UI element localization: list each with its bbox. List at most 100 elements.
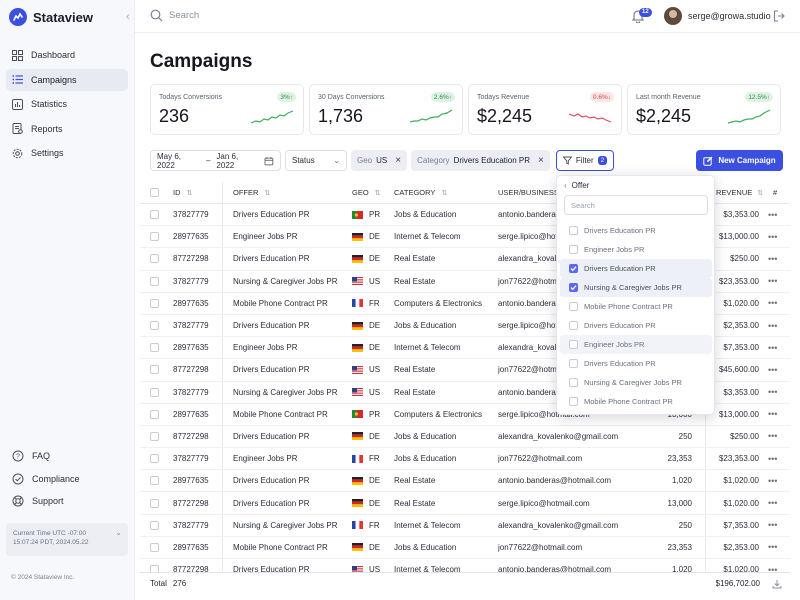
option-checkbox[interactable] xyxy=(569,359,578,368)
row-checkbox[interactable] xyxy=(150,365,159,375)
offer-option[interactable]: Drivers Education PR xyxy=(560,221,712,240)
column-user[interactable]: USER/BUSINESS xyxy=(498,182,556,203)
collapse-sidebar-icon[interactable]: ‹ xyxy=(126,11,130,23)
row-checkbox[interactable] xyxy=(150,409,159,419)
sidebar-item-support[interactable]: Support xyxy=(6,490,128,513)
offer-option[interactable]: Drivers Education PR xyxy=(560,316,712,335)
more-actions-icon[interactable]: ••• xyxy=(768,320,778,331)
sidebar-item-faq[interactable]: ? FAQ xyxy=(6,445,128,468)
row-checkbox[interactable] xyxy=(150,520,159,530)
row-checkbox[interactable] xyxy=(150,254,159,264)
table-row[interactable]: 37827779 Nursing & Caregiver Jobs PR US Rea… xyxy=(140,271,790,293)
chevron-left-icon[interactable]: ‹ xyxy=(564,181,567,190)
more-actions-icon[interactable]: ••• xyxy=(768,475,778,486)
search-input[interactable]: Search xyxy=(169,10,200,21)
new-campaign-button[interactable]: New Campaign xyxy=(696,150,783,171)
table-row[interactable]: 28977635 Mobile Phone Contract PR FR Comput… xyxy=(140,293,790,315)
global-search[interactable]: Search xyxy=(150,9,199,22)
current-time-box[interactable]: Current Time UTC -07:00 15:07:24 PDT, 20… xyxy=(6,523,128,556)
table-row[interactable]: 37827779 Nursing & Caregiver Jobs PR FR Int… xyxy=(140,515,790,537)
table-row[interactable]: 37827779 Engineer Jobs PR FR Jobs & Educati… xyxy=(140,448,790,471)
option-checkbox[interactable] xyxy=(569,226,578,235)
category-filter-chip[interactable]: Category Drivers Education PR × xyxy=(411,150,550,171)
select-all-checkbox[interactable] xyxy=(150,188,159,197)
row-checkbox[interactable] xyxy=(150,321,159,331)
row-checkbox[interactable] xyxy=(150,542,159,552)
more-actions-icon[interactable]: ••• xyxy=(768,364,778,375)
more-actions-icon[interactable]: ••• xyxy=(768,542,778,553)
table-row[interactable]: 37827779 Drivers Education PR DE Jobs & Edu… xyxy=(140,315,790,338)
offer-option[interactable]: Engineer Jobs PR xyxy=(560,335,712,354)
table-row[interactable]: 87727298 Drivers Education PR DE Real Estat… xyxy=(140,492,790,515)
sidebar-item-reports[interactable]: Reports xyxy=(6,118,128,140)
sidebar-item-settings[interactable]: Settings xyxy=(6,142,128,164)
more-actions-icon[interactable]: ••• xyxy=(768,564,778,575)
column-id[interactable]: ID ⇅ xyxy=(173,182,192,203)
more-actions-icon[interactable]: ••• xyxy=(768,431,778,442)
table-row[interactable]: 28977635 Mobile Phone Contract PR DE Jobs &… xyxy=(140,537,790,559)
option-checkbox[interactable] xyxy=(569,321,578,330)
offer-option[interactable]: Nursing & Caregiver Jobs PR xyxy=(560,373,712,392)
table-row[interactable]: 28977635 Engineer Jobs PR DE Internet & Tel… xyxy=(140,226,790,249)
row-checkbox[interactable] xyxy=(150,498,159,508)
row-checkbox[interactable] xyxy=(150,431,159,441)
table-row[interactable]: 87727298 Drivers Education PR US Real Estat… xyxy=(140,359,790,382)
avatar[interactable] xyxy=(664,7,682,25)
more-actions-icon[interactable]: ••• xyxy=(768,387,778,398)
column-category[interactable]: CATEGORY ⇅ xyxy=(394,182,447,203)
sidebar-item-statistics[interactable]: Statistics xyxy=(6,93,128,115)
more-actions-icon[interactable]: ••• xyxy=(768,342,778,353)
table-row[interactable]: 37827779 Drivers Education PR PR Jobs & Edu… xyxy=(140,204,790,227)
offer-option[interactable]: Drivers Education PR xyxy=(560,259,712,278)
download-icon[interactable] xyxy=(772,573,782,594)
more-actions-icon[interactable]: ••• xyxy=(768,209,778,220)
more-actions-icon[interactable]: ••• xyxy=(768,520,778,531)
row-checkbox[interactable] xyxy=(150,210,159,220)
option-checkbox[interactable] xyxy=(569,397,578,406)
column-geo[interactable]: GEO ⇅ xyxy=(352,182,381,203)
table-row[interactable]: 37827779 Nursing & Caregiver Jobs PR US Rea… xyxy=(140,382,790,404)
date-range-picker[interactable]: May 6, 2022 – Jan 6, 2022 xyxy=(150,150,281,171)
column-revenue[interactable]: REVENUE ⇅ xyxy=(716,182,763,203)
more-actions-icon[interactable]: ••• xyxy=(768,298,778,309)
brand[interactable]: Stataview xyxy=(9,8,93,26)
offer-option[interactable]: Drivers Education PR xyxy=(560,354,712,373)
offer-option[interactable]: Mobile Phone Contract PR xyxy=(560,392,712,411)
row-checkbox[interactable] xyxy=(150,343,159,353)
logout-icon[interactable] xyxy=(773,10,785,22)
column-offer[interactable]: OFFER ⇅ xyxy=(233,182,270,203)
popup-search-input[interactable]: Search xyxy=(564,195,708,215)
sidebar-item-campaigns[interactable]: Campaigns xyxy=(6,68,128,91)
geo-filter-chip[interactable]: Geo US × xyxy=(351,150,408,171)
row-checkbox[interactable] xyxy=(150,387,159,397)
row-checkbox[interactable] xyxy=(150,232,159,242)
option-checkbox[interactable] xyxy=(569,340,578,349)
table-row[interactable]: 28977635 Drivers Education PR DE Real Estat… xyxy=(140,470,790,493)
option-checkbox[interactable] xyxy=(569,378,578,387)
user-menu[interactable]: serge@growa.studio xyxy=(664,7,771,25)
more-actions-icon[interactable]: ••• xyxy=(768,276,778,287)
filter-button[interactable]: Filter 2 xyxy=(555,150,615,171)
more-actions-icon[interactable]: ••• xyxy=(768,231,778,242)
option-checkbox[interactable] xyxy=(569,283,578,292)
status-select[interactable]: Status ⌄ xyxy=(285,150,347,171)
option-checkbox[interactable] xyxy=(569,302,578,311)
row-checkbox[interactable] xyxy=(150,298,159,308)
offer-option[interactable]: Nursing & Caregiver Jobs PR xyxy=(560,278,712,297)
popup-back[interactable]: ‹ Offer xyxy=(564,181,589,190)
sidebar-item-dashboard[interactable]: Dashboard xyxy=(6,44,128,66)
more-actions-icon[interactable]: ••• xyxy=(768,498,778,509)
more-actions-icon[interactable]: ••• xyxy=(768,453,778,464)
row-checkbox[interactable] xyxy=(150,276,159,286)
close-icon[interactable]: × xyxy=(538,155,544,166)
close-icon[interactable]: × xyxy=(395,155,402,166)
offer-option[interactable]: Engineer Jobs PR xyxy=(560,240,712,259)
option-checkbox[interactable] xyxy=(569,245,578,254)
table-row[interactable]: 87727298 Drivers Education PR DE Jobs & Edu… xyxy=(140,426,790,449)
offer-option[interactable]: Mobile Phone Contract PR xyxy=(560,297,712,316)
option-checkbox[interactable] xyxy=(569,264,578,273)
chevron-down-icon[interactable]: ⌄ xyxy=(115,528,122,537)
sidebar-item-compliance[interactable]: Compliance xyxy=(6,468,128,491)
more-actions-icon[interactable]: ••• xyxy=(768,409,778,420)
row-checkbox[interactable] xyxy=(150,454,159,464)
